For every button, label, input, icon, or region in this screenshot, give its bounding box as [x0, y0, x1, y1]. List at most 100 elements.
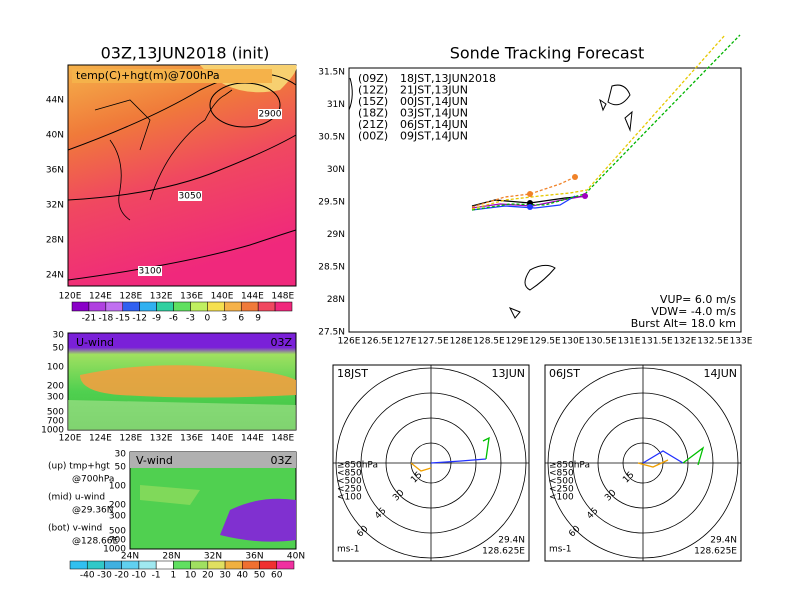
lon-label: 136E — [180, 292, 203, 302]
lon-label: 148E — [271, 434, 294, 444]
legend-time: (21Z) — [358, 118, 388, 131]
hodograph-trace — [642, 450, 684, 464]
lat-label: 40N — [46, 131, 64, 141]
lat-label: 36N — [46, 166, 64, 176]
colorbar-label: 0 — [205, 314, 211, 324]
lon-label: 128.5E — [473, 337, 505, 347]
v-wind-weak — [140, 485, 200, 505]
lon-label: 120E — [59, 434, 82, 444]
v-wind-negative — [220, 498, 296, 542]
colorbar-cell — [207, 301, 225, 312]
colorbar-label: -21 — [82, 314, 97, 324]
colorbar-label: -15 — [115, 314, 130, 324]
lon-label: 131.5E — [641, 337, 673, 347]
contour-label-bg — [138, 266, 162, 276]
lon-label: 133E — [730, 337, 753, 347]
hodograph-time: 06JST — [549, 367, 580, 380]
lat-label: 28.5N — [318, 263, 345, 273]
legend-label: 18JST,13JUN2018 — [400, 72, 496, 85]
legend-label: 09JST,14JUN — [400, 130, 468, 143]
colorbar-cell — [156, 301, 174, 312]
note: @128.66E — [72, 537, 118, 547]
colorbar-label: -30 — [97, 571, 112, 581]
note: @700hPa — [72, 475, 114, 485]
lon-label: 136E — [180, 434, 203, 444]
lon-label: 127.5E — [417, 337, 449, 347]
colorbar-cell — [276, 560, 295, 570]
level-label: 30 — [115, 450, 127, 460]
colorbar-cell — [104, 560, 122, 570]
colorbar-label: -20 — [114, 571, 129, 581]
lon-label: 124E — [89, 292, 112, 302]
colorbar-label: 1 — [171, 571, 177, 581]
legend-label: 21JST,13JUN — [400, 84, 468, 97]
hodograph-trace — [410, 462, 432, 472]
lon-label: 130.5E — [585, 337, 617, 347]
lat-label: 27.5N — [318, 328, 345, 338]
lon-label: 128E — [119, 292, 142, 302]
contour-label: 3100 — [139, 267, 162, 277]
low-level — [68, 400, 296, 430]
lon-label: 144E — [241, 292, 264, 302]
colorbar-label: -10 — [132, 571, 147, 581]
contour-label-bg — [258, 109, 282, 119]
unit-label: ms-1 — [549, 545, 571, 555]
pressure-legend: <100 — [337, 493, 362, 503]
colorbar-cell — [138, 560, 157, 570]
note: (up) tmp+hgt — [48, 462, 110, 472]
legend-time: (15Z) — [358, 95, 388, 108]
colorbar-label: 50 — [254, 571, 266, 581]
colorbar-cell — [224, 560, 243, 570]
hodograph-trace — [430, 458, 487, 464]
pressure-legend: <250 — [337, 485, 362, 495]
lon-label: 129E — [506, 337, 529, 347]
colorbar-label: 30 — [219, 571, 231, 581]
level-label: 200 — [47, 382, 64, 392]
parameter: VDW= -4.0 m/s — [651, 305, 736, 318]
level-label: 300 — [47, 393, 64, 403]
colorbar-cell — [139, 301, 157, 312]
legend-time: (12Z) — [358, 84, 388, 97]
lat-label: 28N — [162, 552, 180, 562]
parameter: VUP= 6.0 m/s — [660, 293, 736, 306]
colorbar-cell — [259, 560, 278, 570]
colorbar-cell — [190, 301, 208, 312]
colorbar-cell — [173, 560, 191, 570]
colorbar-cell — [69, 560, 88, 570]
level-label: 50 — [53, 344, 65, 354]
pressure-legend: <850 — [337, 469, 362, 479]
level-label: 500 — [109, 527, 126, 537]
panel-time: 03Z — [270, 336, 292, 349]
contour-label: 2900 — [259, 110, 282, 120]
note: (bot) v-wind — [48, 524, 102, 534]
lat-label: 32N — [204, 552, 222, 562]
lon-label: 148E — [271, 292, 294, 302]
colorbar-label: -1 — [152, 571, 161, 581]
legend-time: (00Z) — [358, 130, 388, 143]
lon-label: 128E — [119, 434, 142, 444]
colorbar-label: -40 — [80, 571, 95, 581]
legend-time: (18Z) — [358, 107, 388, 120]
lon-label: 132E — [150, 292, 173, 302]
pressure-legend: ≥850hPa — [549, 461, 590, 471]
lat-label: 40N — [287, 552, 305, 562]
lat-label: 29.5N — [318, 198, 345, 208]
lon-label: 126.5E — [361, 337, 393, 347]
level-label: 1000 — [103, 545, 126, 555]
coastlines — [94, 89, 233, 221]
lon-label: 131E — [618, 337, 641, 347]
colorbar-cell — [207, 560, 226, 570]
hodograph-time: 18JST — [337, 367, 368, 380]
pressure-legend: <250 — [549, 485, 574, 495]
colorbar-cell — [122, 301, 140, 312]
lat-label: 44N — [46, 96, 64, 106]
lat-label: 31.5N — [318, 68, 345, 78]
legend-time: (09Z) — [358, 72, 388, 85]
lat-label: 30N — [327, 165, 345, 175]
colorbar-cell — [155, 560, 174, 570]
level-label: 300 — [109, 512, 126, 522]
lon-label: 128E — [450, 337, 473, 347]
panel-title: 03Z,13JUN2018 (init) — [101, 44, 270, 63]
v-wind-upper — [130, 452, 296, 468]
pressure-legend: <850 — [549, 469, 574, 479]
